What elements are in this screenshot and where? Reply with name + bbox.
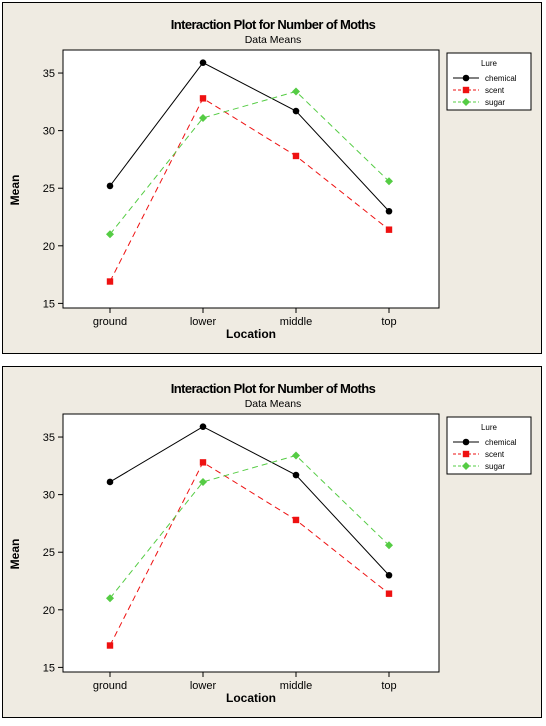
chart-title: Interaction Plot for Number of Moths — [170, 17, 376, 32]
data-point-chemical — [199, 59, 207, 66]
data-point-scent — [199, 459, 207, 466]
y-tick-label: 35 — [43, 432, 55, 444]
legend-box — [446, 416, 532, 475]
x-tick-label: ground — [93, 316, 127, 328]
data-point-sugar — [292, 451, 300, 460]
y-tick-label: 25 — [43, 547, 55, 559]
data-point-scent — [106, 278, 114, 285]
data-point-scent — [292, 516, 300, 524]
legend-label-scent: scent — [485, 86, 505, 95]
y-tick-label: 20 — [43, 605, 55, 617]
legend-marker-scent — [462, 86, 470, 94]
data-point-sugar — [385, 177, 393, 186]
data-point-chemical — [106, 182, 114, 190]
y-tick-label: 30 — [43, 126, 55, 138]
data-point-scent — [385, 226, 393, 233]
x-tick-label: ground — [93, 680, 127, 692]
data-point-scent — [385, 590, 393, 597]
data-point-chemical — [292, 471, 300, 479]
y-tick-label: 15 — [43, 298, 55, 310]
series-line-scent — [109, 97, 390, 282]
chart-title: Interaction Plot for Number of Moths — [170, 381, 376, 396]
legend-box — [446, 52, 532, 111]
legend-title: Lure — [481, 423, 498, 432]
data-point-sugar — [292, 87, 300, 96]
x-tick-label: lower — [190, 680, 217, 692]
series-line-scent — [109, 461, 390, 646]
x-tick-label: middle — [280, 680, 312, 692]
x-tick-label: top — [381, 316, 396, 328]
data-point-scent — [199, 95, 207, 102]
chart-subtitle: Data Means — [244, 34, 302, 46]
data-point-sugar — [199, 477, 207, 486]
data-point-chemical — [385, 207, 393, 215]
legend-label-scent: scent — [485, 450, 505, 459]
y-tick-label: 25 — [43, 183, 55, 195]
data-point-chemical — [106, 478, 114, 486]
series-line-sugar — [109, 90, 390, 235]
legend-marker-chemical — [462, 438, 470, 446]
y-tick-label: 30 — [43, 490, 55, 502]
plot-area — [62, 413, 440, 673]
data-point-sugar — [199, 113, 207, 122]
data-point-scent — [106, 642, 114, 649]
data-point-chemical — [199, 423, 207, 430]
x-axis-label: Location — [226, 327, 276, 341]
chart-panel: Interaction Plot for Number of Moths Dat… — [2, 366, 542, 718]
chart-panel: Interaction Plot for Number of Moths Dat… — [2, 2, 542, 354]
series-line-chemical — [109, 62, 390, 212]
legend-marker-chemical — [462, 74, 470, 82]
legend-label-sugar: sugar — [485, 462, 505, 471]
x-tick-label: middle — [280, 316, 312, 328]
series-line-chemical — [109, 426, 390, 576]
data-point-sugar — [106, 230, 114, 239]
data-point-sugar — [385, 541, 393, 550]
y-axis-label: Mean — [8, 538, 22, 570]
series-line-sugar — [109, 454, 390, 599]
x-tick-label: top — [381, 680, 396, 692]
legend-marker-scent — [462, 450, 470, 458]
data-point-chemical — [292, 107, 300, 115]
legend-marker-sugar — [462, 462, 470, 470]
legend-label-sugar: sugar — [485, 98, 505, 107]
legend-marker-sugar — [462, 98, 470, 106]
y-tick-label: 20 — [43, 241, 55, 253]
y-tick-label: 35 — [43, 68, 55, 80]
chart-canvas: 15 20 25 30 35 ground lower middle top Lure chemic… — [43, 413, 532, 692]
chart-subtitle: Data Means — [244, 398, 302, 410]
legend-label-chemical: chemical — [485, 438, 517, 447]
plot-area — [62, 49, 440, 309]
data-point-sugar — [106, 594, 114, 603]
legend-title: Lure — [481, 59, 498, 68]
legend-label-chemical: chemical — [485, 74, 517, 83]
data-point-scent — [292, 152, 300, 160]
x-tick-label: lower — [190, 316, 217, 328]
chart-canvas: 15 20 25 30 35 ground lower middle top Lure chemic… — [43, 49, 532, 328]
y-axis-label: Mean — [8, 174, 22, 206]
y-tick-label: 15 — [43, 662, 55, 674]
x-axis-label: Location — [226, 691, 276, 705]
data-point-chemical — [385, 571, 393, 579]
